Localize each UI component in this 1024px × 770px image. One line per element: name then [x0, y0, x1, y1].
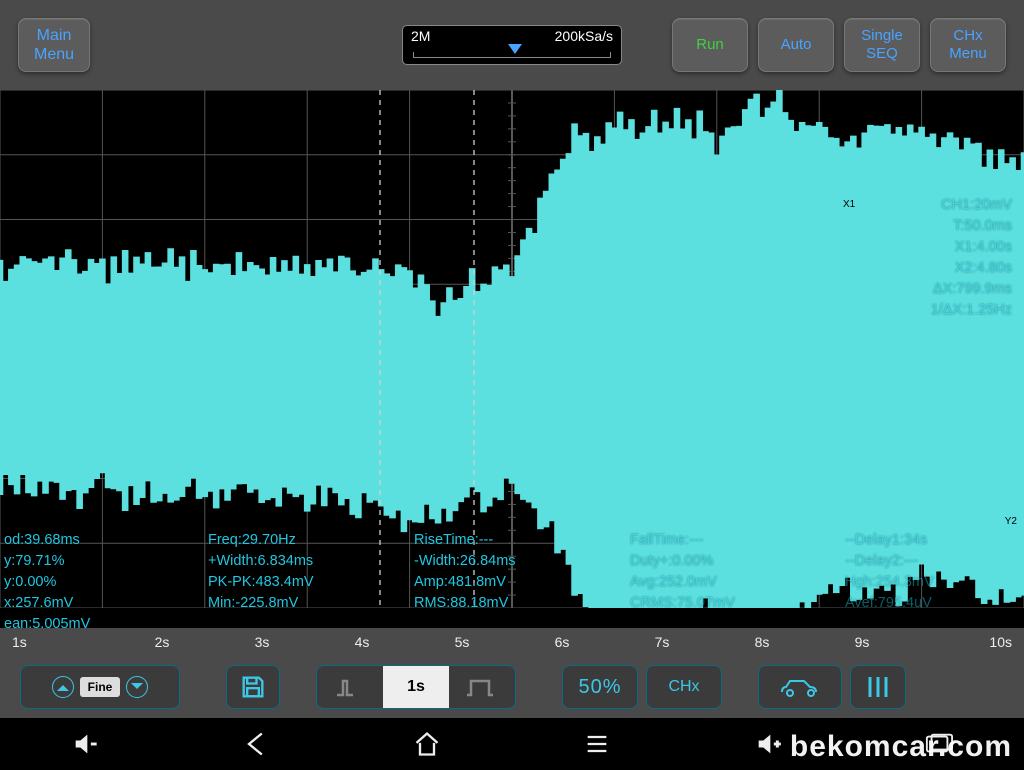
timebase-group: 1s: [316, 665, 516, 709]
car-icon: [778, 675, 822, 699]
sample-rate-value: 200kSa/s: [555, 28, 613, 44]
pulse-narrow-icon: [335, 677, 365, 697]
single-seq-button[interactable]: Single SEQ: [844, 18, 920, 72]
home-icon[interactable]: [413, 730, 441, 758]
main-menu-button[interactable]: Main Menu: [18, 18, 90, 72]
scale-down-button[interactable]: [126, 676, 148, 698]
measurements-col4: FallTime:---Duty+:0.00%Avg:252.0mVCRMS:7…: [630, 530, 735, 614]
timebase-value[interactable]: 1s: [383, 666, 449, 708]
fifty-percent-button[interactable]: 50%: [562, 665, 638, 709]
scale-up-button[interactable]: [52, 676, 74, 698]
top-toolbar: Main Menu 2M 200kSa/s Run Auto Single SE…: [0, 0, 1024, 90]
timebase-inc-button[interactable]: [449, 677, 515, 697]
cursor-y2-marker[interactable]: Y2: [1002, 515, 1020, 528]
timebase-dec-button[interactable]: [317, 677, 383, 697]
chx-menu-button[interactable]: CHx Menu: [930, 18, 1006, 72]
bottom-toolbar: Fine 1s 50% CHx: [0, 656, 1024, 718]
oscilloscope-display[interactable]: X2 X1 Y2 od:39.68msy:79.71%y:0.00%x:257.…: [0, 90, 1024, 628]
fine-toggle[interactable]: Fine: [80, 677, 121, 697]
main-menu-label: Main Menu: [34, 26, 74, 64]
watermark-text: bekomcar.com: [790, 730, 1012, 764]
vertical-scale-group: Fine: [20, 665, 180, 709]
menu-icon[interactable]: [583, 730, 611, 758]
cursor-x1-marker[interactable]: X1: [840, 198, 858, 211]
memory-depth-display[interactable]: 2M 200kSa/s: [402, 25, 622, 65]
save-icon: [239, 673, 267, 701]
back-icon[interactable]: [242, 730, 270, 758]
cursor-lines-icon: [864, 675, 892, 699]
measurements-col6: --Delay1:34s--Delay2:---Hgh:254.3mVAvef:…: [845, 530, 934, 614]
save-button[interactable]: [226, 665, 280, 709]
volume-up-icon[interactable]: [754, 730, 782, 758]
measurements-col5: CH1:20mVT:50.0msX1:4.00sX2:4.80sΔX:799.9…: [931, 195, 1012, 321]
auto-vehicle-button[interactable]: [758, 665, 842, 709]
measurements-col2: Freq:29.70Hz+Width:6.834msPK-PK:483.4mVM…: [208, 530, 314, 614]
chx-button[interactable]: CHx: [646, 665, 722, 709]
measurements-col3: RiseTime:----Width:26.84msAmp:481.8mVRMS…: [414, 530, 516, 614]
memory-depth-value: 2M: [411, 28, 430, 44]
run-button[interactable]: Run: [672, 18, 748, 72]
cursor-button[interactable]: [850, 665, 906, 709]
measurements-col1: od:39.68msy:79.71%y:0.00%x:257.6mVean:5.…: [4, 530, 90, 628]
memory-pointer-icon: [508, 44, 522, 54]
time-axis: 1s2s3s4s5s6s7s8s9s10s: [0, 628, 1024, 656]
volume-down-icon[interactable]: [71, 730, 99, 758]
android-navbar: bekomcar.com: [0, 718, 1024, 770]
auto-button[interactable]: Auto: [758, 18, 834, 72]
pulse-wide-icon: [465, 677, 499, 697]
